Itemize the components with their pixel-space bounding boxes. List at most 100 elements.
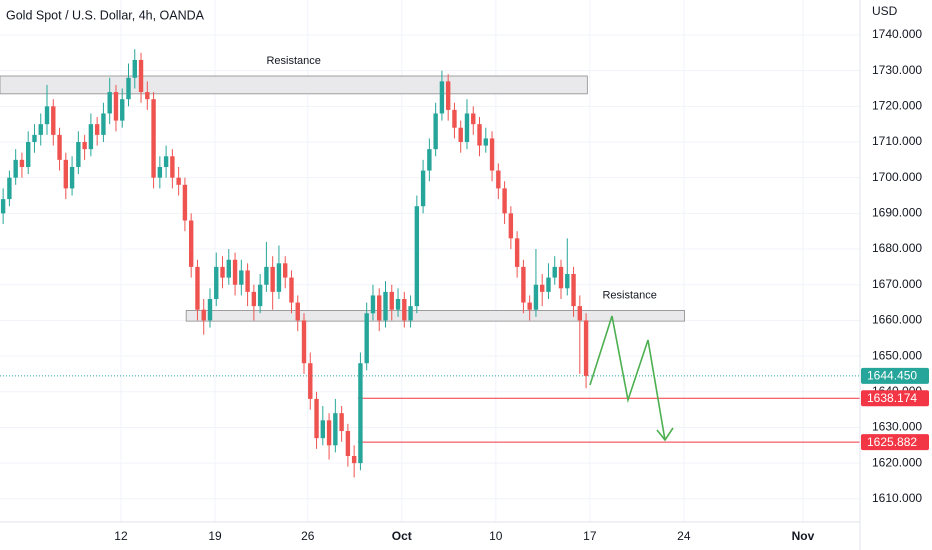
x-tick-label: 12 [114, 529, 128, 543]
candle-body [445, 81, 451, 110]
candle-body [239, 270, 244, 285]
candle-body [295, 302, 300, 321]
candle-body [13, 159, 18, 178]
candle-body [63, 159, 69, 189]
candle-body [276, 263, 282, 292]
candle-body [245, 270, 250, 292]
candle-body [107, 92, 112, 114]
candle-body [420, 170, 426, 207]
candle-body [88, 124, 94, 150]
candle-body [558, 266, 564, 289]
candle-body [540, 284, 545, 292]
candle-body [151, 99, 156, 178]
y-tick-label: 1660.000 [872, 313, 922, 327]
candle-body [38, 124, 43, 135]
candle-body [283, 263, 288, 278]
projection-path [589, 315, 674, 442]
candle-body [226, 259, 231, 278]
candle-body [314, 398, 319, 439]
candle-body [270, 266, 275, 292]
candle-body [264, 266, 269, 285]
candle-body [163, 156, 169, 167]
y-tick-label: 1610.000 [872, 491, 922, 505]
price-label-box [861, 390, 929, 407]
candle-body [345, 431, 351, 456]
candle-body [214, 266, 219, 299]
candle-body [577, 306, 583, 321]
candle-body [120, 99, 125, 121]
candle-body [565, 274, 570, 289]
x-tick-label: Oct [392, 529, 412, 543]
x-tick-label: 19 [208, 529, 222, 543]
y-tick-label: 1720.000 [872, 98, 922, 112]
candle-body [471, 113, 476, 125]
zone-label: Resistance [266, 55, 320, 67]
candle-body [188, 220, 194, 267]
candle-body [502, 188, 507, 214]
candle-body [320, 420, 326, 439]
candle-body [44, 106, 50, 125]
candles [0, 49, 589, 478]
candle-body [145, 92, 150, 100]
price-label: 1644.450 [867, 369, 917, 383]
price-label-box [861, 367, 929, 384]
y-tick-label: 1700.000 [872, 170, 922, 184]
candle-body [69, 166, 75, 189]
candle-body [527, 302, 532, 310]
candle-body [489, 138, 495, 171]
candle-body [358, 363, 363, 464]
candle-body [433, 113, 438, 150]
candle-body [402, 298, 407, 321]
candle-body [82, 142, 87, 150]
candle-body [427, 149, 432, 171]
candle-body [7, 177, 12, 200]
x-tick-label: Nov [792, 529, 815, 543]
candle-body [289, 277, 294, 303]
candle-body [101, 113, 106, 135]
candle-body [552, 266, 557, 278]
candle-body [251, 291, 257, 307]
candle-body [326, 420, 332, 446]
candle-body [51, 106, 56, 135]
candle-body [126, 77, 131, 100]
candle-body [496, 170, 501, 189]
candle-body [583, 320, 589, 376]
candle-body [414, 206, 420, 307]
resistance-zone [0, 75, 588, 95]
candle-body [483, 138, 488, 146]
candle-body [113, 92, 119, 121]
candle-body [257, 284, 263, 307]
candle-body [132, 59, 137, 78]
candle-body [195, 266, 200, 310]
y-tick-label: 1630.000 [872, 420, 922, 434]
price-label: 1638.174 [867, 391, 917, 405]
price-label-box [861, 434, 929, 451]
candle-body [364, 313, 369, 364]
y-tick-label: 1710.000 [872, 134, 922, 148]
y-tick-label: 1650.000 [872, 348, 922, 362]
y-tick-label: 1730.000 [872, 63, 922, 77]
price-label: 1625.882 [867, 435, 917, 449]
candle-body [464, 113, 470, 143]
y-tick-label: 1620.000 [872, 455, 922, 469]
candle-body [232, 259, 238, 285]
candle-body [57, 134, 62, 160]
candle-body [508, 213, 514, 239]
candle-body [521, 266, 526, 303]
candle-body [0, 199, 6, 214]
x-tick-label: 10 [489, 529, 503, 543]
levels [0, 375, 860, 443]
candle-body [383, 291, 388, 321]
candle-body [351, 455, 357, 464]
candle-body [170, 156, 175, 178]
candle-body [395, 298, 401, 310]
candle-body [301, 320, 307, 364]
x-tick-label: 17 [583, 529, 597, 543]
candle-body [94, 124, 100, 135]
candle-body [176, 177, 181, 185]
candle-body [439, 81, 445, 114]
y-tick-label: 1690.000 [872, 206, 922, 220]
candle-body [546, 277, 551, 292]
candle-body [157, 166, 163, 178]
